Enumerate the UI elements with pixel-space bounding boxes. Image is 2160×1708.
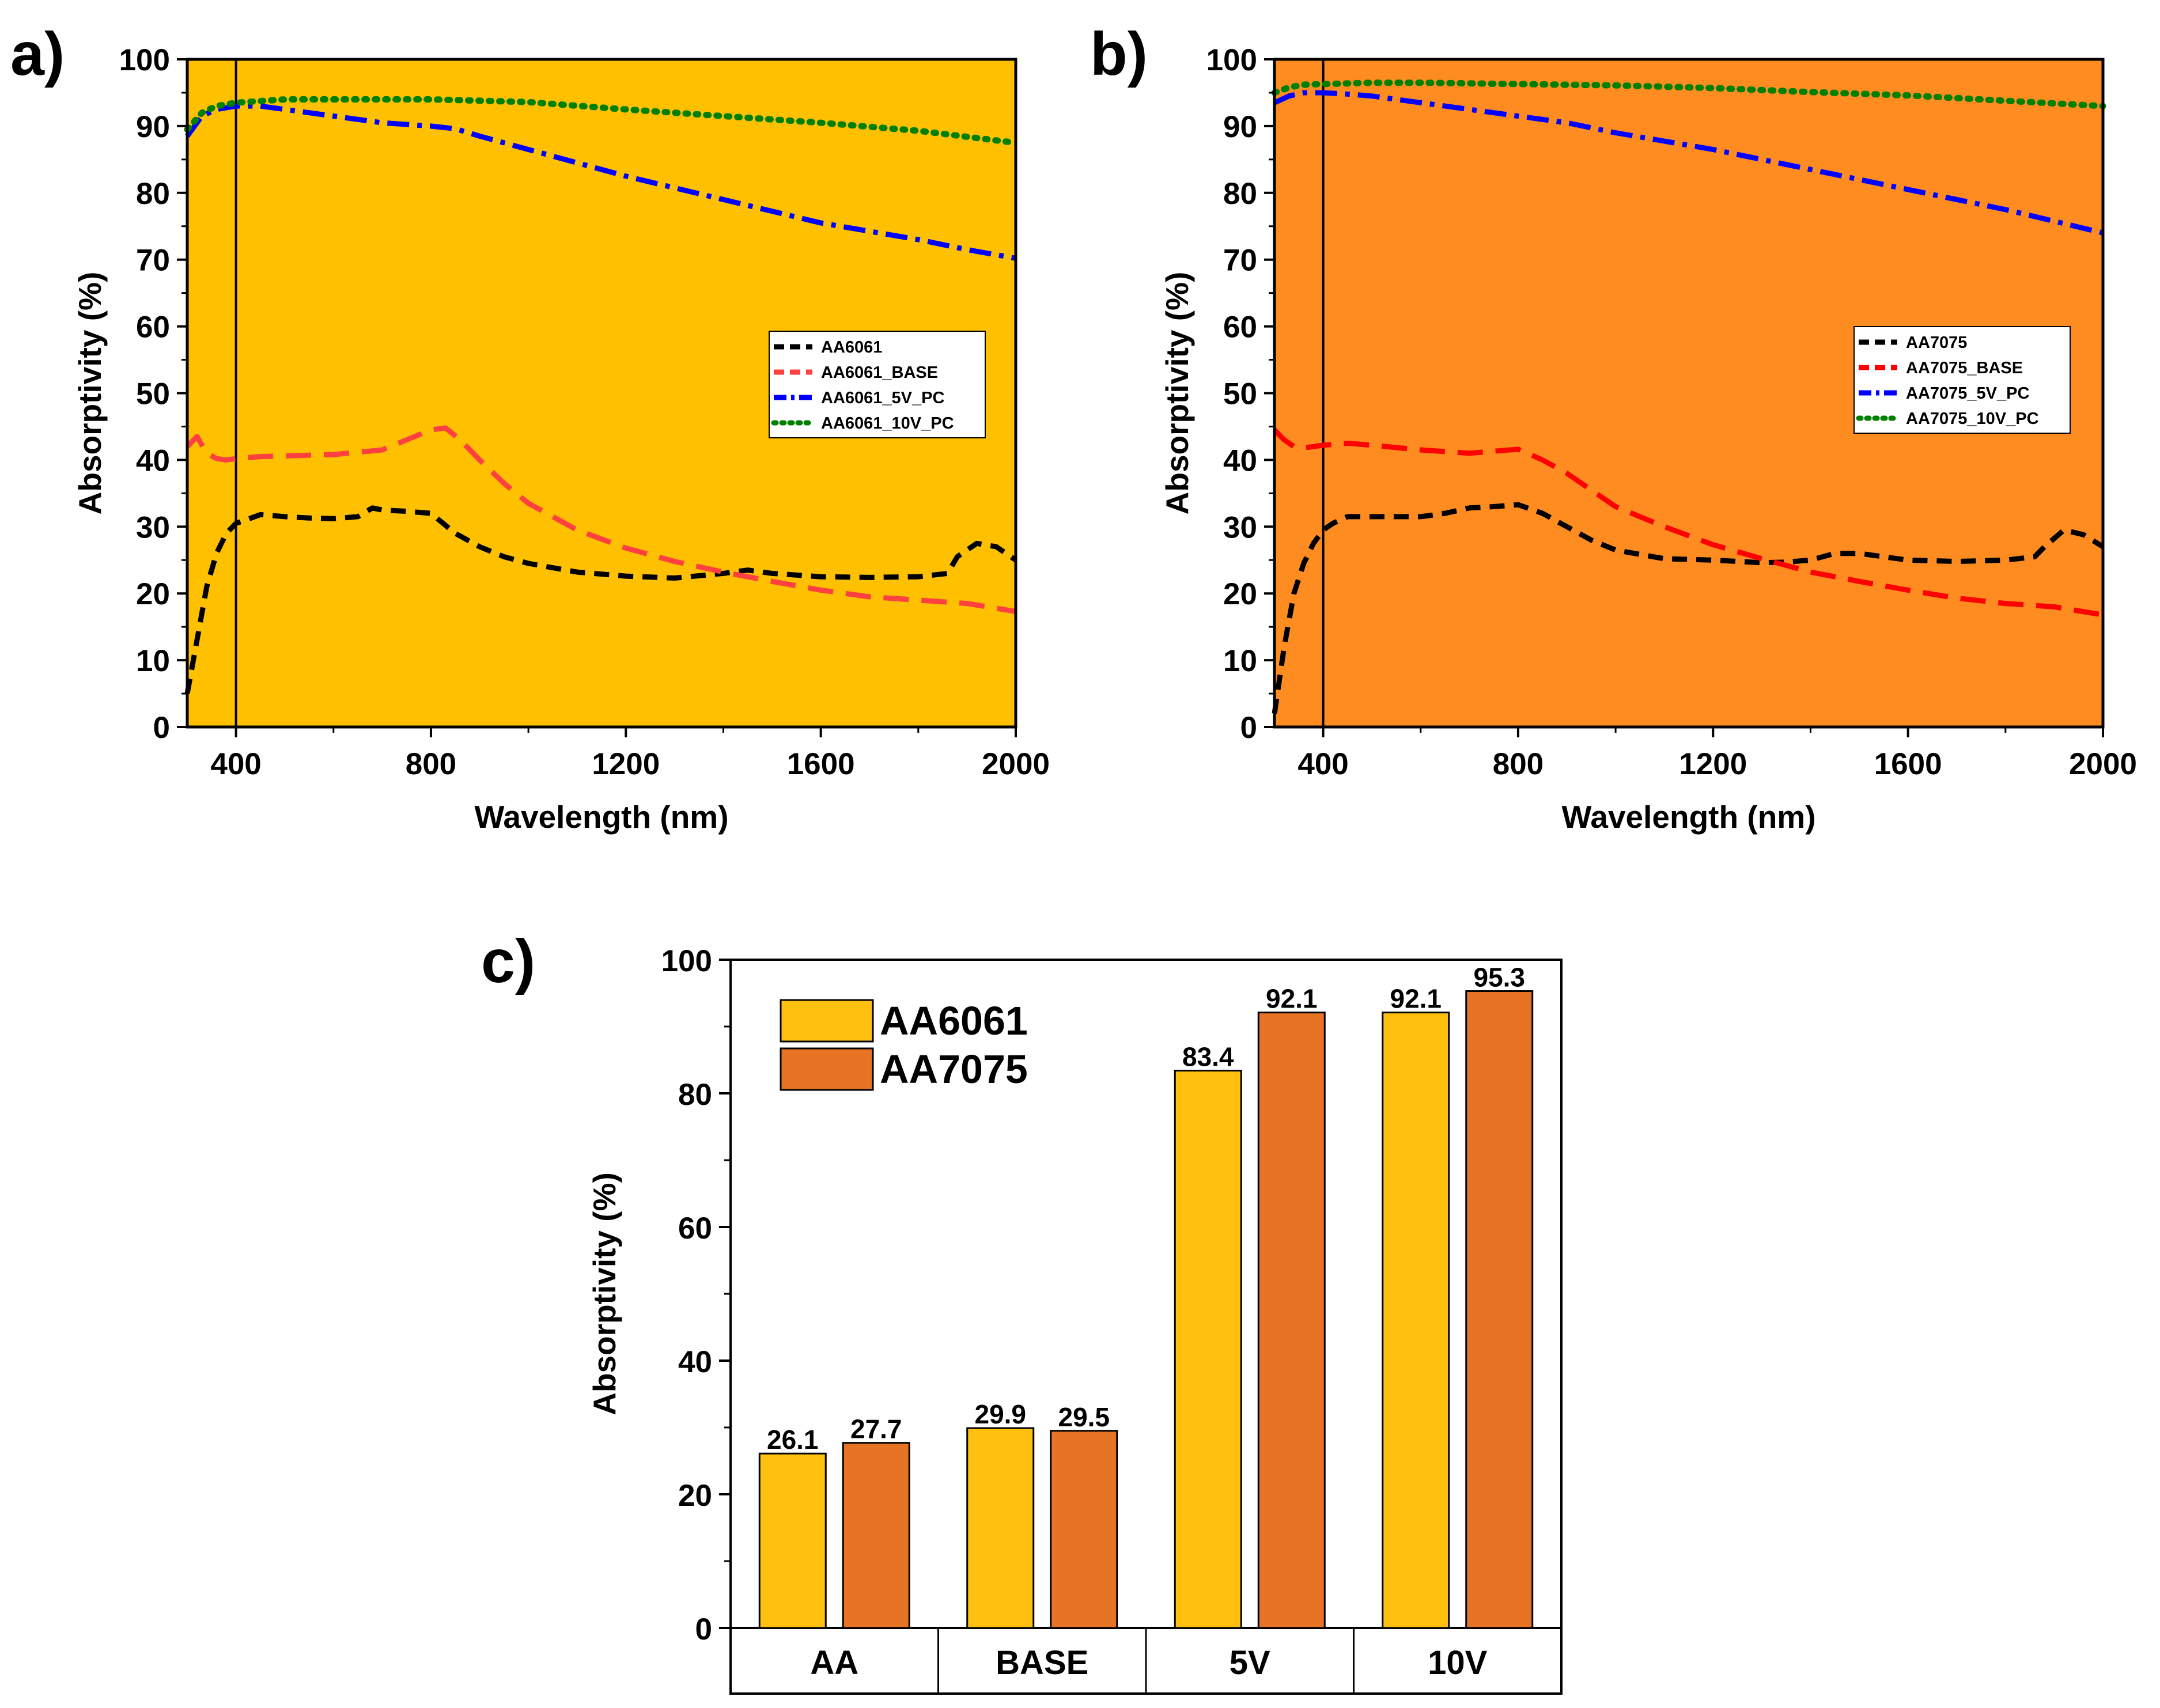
legend-swatch [780, 1047, 874, 1091]
y-tick-label: 80 [678, 1078, 712, 1112]
series-line-aa6061-10v-pc [184, 96, 1019, 146]
y-tick-label: 100 [661, 944, 712, 978]
x-tick-label: 1600 [787, 747, 855, 781]
bar-aa7075-aa [842, 1442, 910, 1629]
category-label: 10V [1428, 1644, 1488, 1682]
y-tick-label: 40 [136, 444, 170, 478]
legend-box [1853, 326, 2071, 434]
x-tick-label: 400 [210, 747, 261, 781]
bar-aa7075-base [1050, 1430, 1118, 1629]
y-tick-label: 90 [136, 110, 170, 144]
panel-letter: c) [481, 927, 535, 995]
legend-label: AA7075_BASE [1906, 359, 2023, 377]
y-tick-label: 10 [136, 644, 170, 678]
bar-value-label: 26.1 [767, 1425, 819, 1455]
series-line-aa6061-5v-pc [185, 103, 1016, 261]
legend-box [769, 331, 986, 438]
series-line-aa7075-10v-pc [1271, 79, 2106, 109]
legend: AA7075 AA7075_BASE AA7075_5V_PC AA7075_10V_… [1853, 326, 2071, 434]
x-axis-title: Wavelength (nm) [1561, 799, 1815, 835]
legend-label: AA6061 [880, 998, 1028, 1043]
x-tick-label: 1200 [1679, 747, 1747, 781]
y-tick-label: 100 [1206, 43, 1257, 77]
y-tick-label: 40 [678, 1345, 712, 1379]
chart-panel-b: b) 0 10 20 30 40 50 60 70 80 90 100 400 800 1200 1600 20… [1090, 20, 2137, 835]
x-tick-label: 400 [1297, 747, 1348, 781]
legend-label: AA6061 [821, 338, 882, 357]
series-line-aa7075-5v-pc [1273, 90, 2104, 236]
bar-aa6061-10v [1382, 1012, 1450, 1629]
y-tick-label: 70 [136, 244, 170, 278]
series-line-aa6061 [184, 505, 1017, 694]
y-axis-title: Absorptivity (%) [1159, 272, 1195, 515]
chart-panel-a: a) 0 10 20 30 40 50 60 70 80 90 100 400 800 1200 1600 20… [10, 20, 1050, 835]
y-tick-label: 0 [695, 1612, 712, 1646]
x-tick-label: 1200 [592, 747, 660, 781]
series-line-aa7075 [1272, 502, 2105, 714]
bar-aa7075-10v [1465, 990, 1534, 1629]
y-tick-label: 30 [136, 510, 170, 544]
y-tick-label: 100 [119, 43, 170, 77]
legend-label: AA6061_10V_PC [821, 414, 954, 433]
legend-label: AA7075_10V_PC [1906, 410, 2039, 428]
legend-label: AA7075 [880, 1047, 1028, 1092]
bar-value-label: 95.3 [1473, 963, 1525, 993]
bar-value-label: 29.5 [1058, 1402, 1110, 1432]
legend-label: AA6061_5V_PC [821, 389, 944, 407]
y-tick-label: 80 [136, 177, 170, 211]
y-tick-label: 20 [1223, 577, 1257, 611]
y-tick-label: 40 [1223, 444, 1257, 478]
legend: AA6061 AA6061_BASE AA6061_5V_PC AA6061_10V_… [769, 331, 986, 438]
y-tick-label: 20 [678, 1479, 712, 1513]
series-line-aa6061-base [185, 425, 1016, 614]
bar-value-label: 29.9 [974, 1399, 1026, 1429]
bar-value-label: 92.1 [1390, 984, 1442, 1014]
bar-aa7075-5v [1257, 1012, 1326, 1629]
panel-letter: b) [1090, 20, 1148, 88]
y-axis-title: Absorptivity (%) [72, 272, 108, 515]
bar-aa6061-5v [1174, 1070, 1242, 1629]
y-tick-label: 60 [1223, 310, 1257, 344]
category-label: 5V [1230, 1644, 1270, 1682]
series-line-aa7075-base [1272, 428, 2104, 618]
y-tick-label: 80 [1223, 177, 1257, 211]
chart-panel-c: c) AA BASE 5V 10V 26.1 29.9 83.4 92.1 27.7 29.5 92.… [481, 927, 1563, 1695]
x-tick-label: 800 [1493, 747, 1544, 781]
y-axis-title: Absorptivity (%) [587, 1172, 622, 1415]
y-tick-label: 60 [136, 310, 170, 344]
category-label: AA [810, 1644, 858, 1682]
bar-value-label: 27.7 [850, 1414, 902, 1444]
legend-label: AA7075 [1906, 334, 1967, 352]
x-tick-label: 2000 [2069, 747, 2137, 781]
y-tick-label: 50 [1223, 377, 1257, 411]
bar-value-label: 92.1 [1266, 984, 1318, 1014]
y-tick-label: 10 [1223, 644, 1257, 678]
y-tick-label: 70 [1223, 244, 1257, 278]
y-tick-label: 90 [1223, 110, 1257, 144]
x-axis-title: Wavelength (nm) [474, 799, 728, 835]
y-tick-label: 50 [136, 377, 170, 411]
legend-label: AA6061_BASE [821, 363, 938, 382]
y-tick-label: 0 [153, 711, 170, 745]
legend-label: AA7075_5V_PC [1906, 384, 2029, 403]
y-tick-label: 0 [1240, 711, 1257, 745]
category-label: BASE [996, 1644, 1088, 1682]
y-tick-label: 30 [1223, 510, 1257, 544]
y-tick-label: 60 [678, 1211, 712, 1245]
bar-aa6061-aa [758, 1452, 827, 1629]
panel-letter: a) [10, 20, 65, 88]
bar-aa6061-base [966, 1427, 1035, 1629]
bar-value-label: 83.4 [1182, 1042, 1234, 1072]
x-tick-label: 2000 [982, 747, 1050, 781]
y-tick-label: 20 [136, 577, 170, 611]
x-tick-label: 1600 [1874, 747, 1942, 781]
x-tick-label: 800 [406, 747, 456, 781]
legend-swatch [780, 999, 874, 1043]
